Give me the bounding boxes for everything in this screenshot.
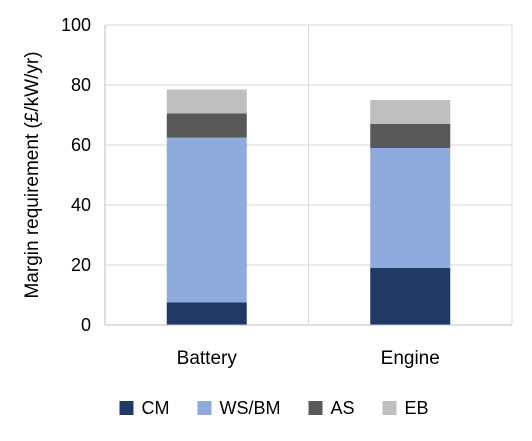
bar-segment-eb-battery (166, 89, 247, 114)
bar-segment-ws-bm-battery (166, 137, 247, 303)
y-tick-labels: 0 20 40 60 80 100 (61, 15, 91, 335)
legend-label: AS (330, 398, 354, 418)
legend-label: WS/BM (219, 398, 280, 418)
legend: CM WS/BM AS EB (119, 398, 429, 418)
legend-swatch (119, 401, 134, 415)
legend-item-as: AS (308, 398, 355, 418)
gridlines (105, 24, 513, 325)
bars (166, 89, 451, 325)
bar-segment-as-battery (166, 113, 247, 138)
y-tick-label: 80 (71, 75, 91, 95)
y-tick-label: 40 (71, 195, 91, 215)
bar-segment-eb-engine (370, 100, 451, 124)
bar-segment-cm-battery (166, 302, 247, 325)
legend-item-ws-bm: WS/BM (197, 398, 280, 418)
bar-segment-ws-bm-engine (370, 148, 451, 268)
y-axis-label: Margin requirement (£/kW/yr) (22, 51, 43, 298)
bar-segment-cm-engine (370, 268, 451, 325)
legend-item-eb: EB (382, 398, 429, 418)
y-tick-label: 20 (71, 255, 91, 275)
legend-swatch (308, 401, 323, 415)
y-tick-label: 0 (81, 315, 91, 335)
legend-item-cm: CM (119, 398, 169, 418)
legend-swatch (197, 401, 212, 415)
y-tick-label: 100 (61, 15, 91, 35)
legend-label: EB (405, 398, 429, 418)
x-tick-label: Battery (177, 348, 238, 369)
x-tick-label: Engine (381, 348, 440, 369)
legend-label: CM (141, 398, 169, 418)
legend-swatch (382, 401, 397, 415)
x-tick-labels: Battery Engine (177, 348, 440, 369)
y-tick-label: 60 (71, 135, 91, 155)
axes (104, 25, 512, 326)
bar-segment-as-engine (370, 124, 451, 148)
